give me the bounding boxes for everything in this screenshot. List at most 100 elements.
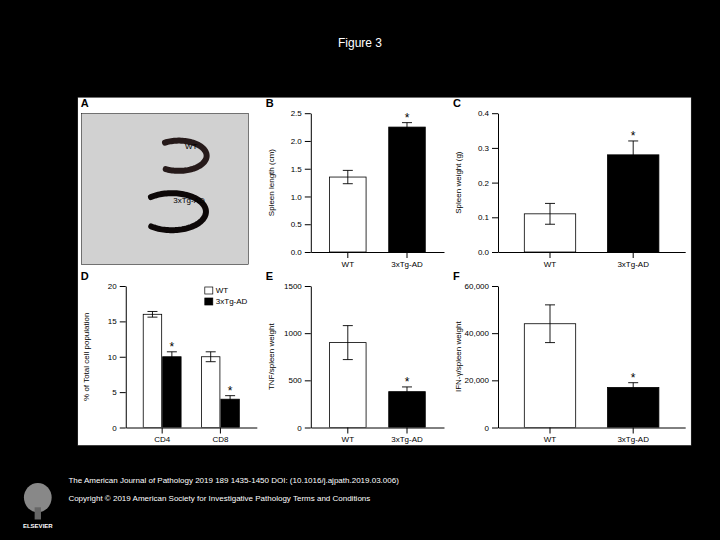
plot: 020,00040,00060,000WT3xTg-ADIFN-γ/spleen…: [454, 282, 686, 444]
error-bar-cap: [545, 224, 555, 225]
y-tick: 5: [112, 388, 125, 397]
y-tick-mark: [492, 252, 498, 253]
x-tick-label: CD8: [212, 435, 229, 444]
x-tick: CD4: [154, 428, 171, 445]
footer-text: Copyright © 2019 American Society for In…: [68, 494, 370, 503]
y-tick-label: 1500: [284, 282, 302, 291]
legend-label: 3xTg-AD: [216, 297, 248, 306]
x-tick: 3xTg-AD: [391, 252, 423, 269]
background: [0, 0, 720, 540]
x-tick-label: 3xTg-AD: [391, 435, 423, 444]
y-tick-label: 0: [485, 424, 490, 433]
y-tick-label: 0.0: [478, 248, 490, 257]
photo: WT 3xTg-AD: [81, 113, 248, 264]
legend-swatch: [205, 287, 213, 294]
y-axis: 05101520: [108, 282, 126, 433]
photo-label: 3xTg-AD: [173, 196, 205, 205]
error-bar: [545, 203, 555, 224]
y-tick: 0.0: [478, 248, 498, 257]
x-tick-mark: [220, 428, 221, 434]
error-bar: [343, 326, 353, 360]
x-axis-line: [499, 252, 686, 253]
x-tick: WT: [342, 252, 355, 269]
error-bar-cap: [225, 402, 235, 403]
y-tick: 2.5: [291, 109, 311, 118]
y-tick: 0.2: [478, 179, 498, 188]
panel-label: B: [266, 97, 274, 109]
photo-label: WT: [185, 142, 198, 151]
error-bar-cap: [206, 351, 216, 352]
y-tick: 0.4: [478, 109, 498, 118]
error-bar-cap: [545, 203, 555, 204]
marks: [143, 311, 239, 427]
error-bar-stem: [347, 326, 348, 360]
x-tick-label: WT: [342, 435, 355, 444]
figure: Figure 3AWT3xTg-ADB0.00.51.01.52.02.5WT3…: [0, 0, 720, 540]
y-tick-mark: [305, 428, 311, 429]
annotation: *: [228, 384, 233, 398]
y-tick-label: 0.4: [478, 109, 490, 118]
photo-background: [81, 113, 248, 264]
panel-label: E: [266, 270, 273, 282]
y-tick: 0.3: [478, 144, 498, 153]
y-tick: 40,000: [465, 329, 498, 338]
y-axis-title: Spleen weight (g): [454, 151, 463, 214]
y-tick: 0.5: [291, 220, 311, 229]
bar: [201, 357, 219, 428]
panel-label: A: [81, 97, 89, 109]
y-tick-label: 0.5: [291, 220, 303, 229]
x-tick-label: WT: [342, 260, 355, 269]
x-tick: 3xTg-AD: [391, 428, 423, 445]
x-tick-label: CD4: [154, 435, 171, 444]
y-tick: 20,000: [465, 376, 498, 385]
y-tick-label: 0.0: [291, 248, 303, 257]
x-axis-line: [126, 428, 257, 429]
x-tick: 3xTg-AD: [617, 252, 649, 269]
x-tick-mark: [633, 428, 634, 434]
x-tick-mark: [407, 252, 408, 258]
annotation: *: [405, 375, 410, 389]
x-axis: WT 3xTg-AD: [311, 252, 444, 269]
bar: [221, 399, 239, 427]
y-tick-mark: [305, 113, 311, 114]
marks: [524, 305, 659, 428]
y-tick-mark: [120, 392, 126, 393]
y-tick-mark: [305, 196, 311, 197]
y-axis-title: TNF/spleen weight: [267, 323, 276, 390]
error-bar-cap: [206, 361, 216, 362]
y-axis-line: [498, 114, 499, 253]
y-axis-line: [126, 287, 127, 429]
y-tick-label: 40,000: [465, 329, 490, 338]
y-tick-mark: [120, 357, 126, 358]
x-tick-mark: [162, 428, 163, 434]
x-tick-label: WT: [544, 260, 557, 269]
bar: [608, 387, 659, 427]
y-tick: 1.0: [291, 193, 311, 202]
y-axis: 050010001500: [284, 282, 311, 433]
x-tick-mark: [633, 252, 634, 258]
error-bar-cap: [343, 183, 353, 184]
error-bar: [343, 170, 353, 183]
footer-text: The American Journal of Pathology 2019 1…: [68, 476, 399, 485]
x-tick-label: 3xTg-AD: [617, 260, 649, 269]
y-tick: 0.1: [478, 213, 498, 222]
x-tick-label: 3xTg-AD: [391, 260, 423, 269]
y-tick-mark: [305, 224, 311, 225]
photo-shape: [165, 141, 207, 171]
y-tick-mark: [120, 286, 126, 287]
y-axis: 0.00.51.01.52.02.5: [291, 109, 312, 257]
panel: D05101520CD4CD8% of Total cell populatio…: [81, 270, 258, 444]
error-bar-cap: [343, 359, 353, 360]
panel: F020,00040,00060,000WT3xTg-ADIFN-γ/splee…: [453, 270, 686, 444]
logo: ELSEVIER: [18, 481, 58, 530]
bar: [389, 392, 426, 428]
x-tick-mark: [347, 252, 348, 258]
legend-swatch: [205, 298, 213, 305]
y-tick: 1.5: [291, 165, 311, 174]
y-tick-label: 1.5: [291, 165, 303, 174]
panel: E 050010001500 WT 3xTg-AD TNF/spleen weight *: [266, 270, 445, 444]
error-bar-cap: [545, 342, 555, 343]
error-bar: [545, 305, 555, 343]
annotation: *: [631, 371, 636, 385]
panel-label: C: [453, 97, 461, 109]
